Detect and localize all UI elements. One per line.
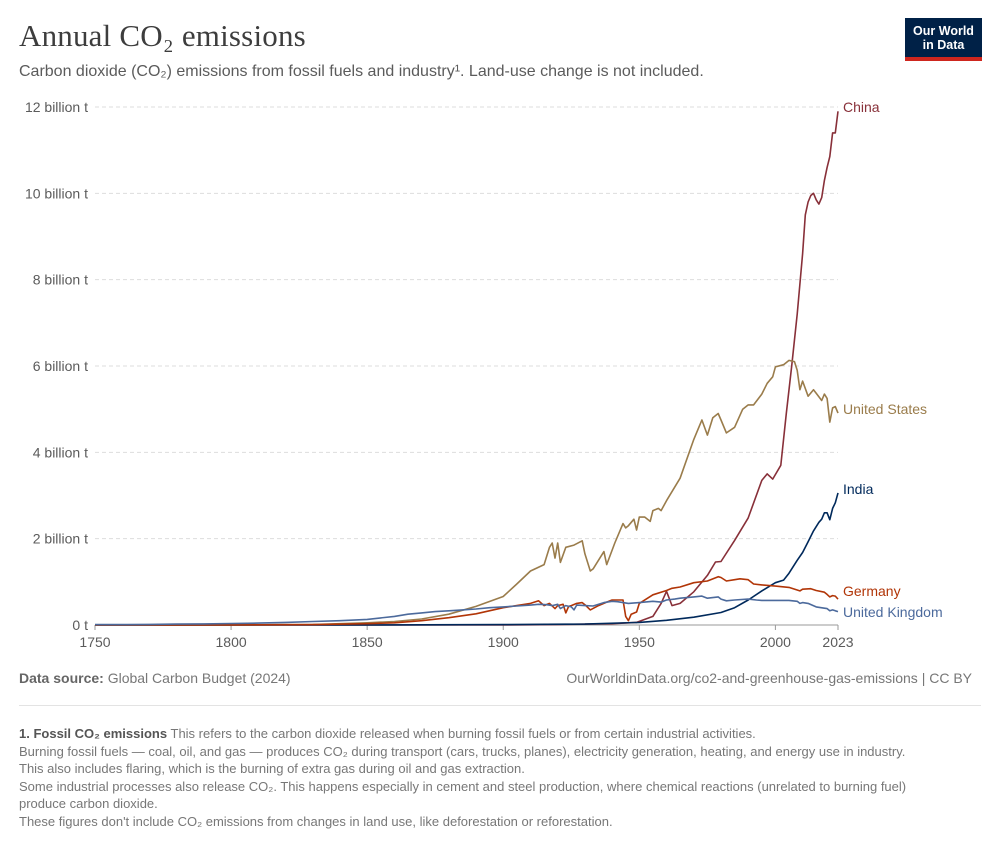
x-tick-label: 2023 bbox=[822, 634, 853, 650]
series-line-china[interactable] bbox=[95, 111, 839, 626]
series-label-china[interactable]: China bbox=[843, 99, 880, 115]
data-source: Data source: Global Carbon Budget (2024) bbox=[19, 670, 291, 686]
divider bbox=[19, 705, 981, 706]
line-chart: 0 t 2 billion t 4 billion t 6 billion t 8 bi… bbox=[25, 99, 943, 650]
logo-line-2: in Data bbox=[922, 38, 965, 52]
x-tick-label: 1850 bbox=[352, 634, 383, 650]
series-labels: China United States India Germany United Kin… bbox=[843, 99, 943, 620]
y-tick-label: 10 billion t bbox=[25, 185, 88, 201]
chart-title: Annual CO₂ emissions bbox=[19, 18, 306, 53]
gridlines bbox=[95, 106, 838, 540]
footnote-line-1: 1. Fossil CO₂ emissions This refers to t… bbox=[19, 725, 919, 743]
series-label-united-states[interactable]: United States bbox=[843, 401, 927, 417]
footnote-line-4: These figures don't include CO₂ emission… bbox=[19, 813, 613, 829]
footnote-heading: 1. Fossil CO₂ emissions bbox=[19, 726, 168, 741]
footnote: 1. Fossil CO₂ emissions This refers to t… bbox=[19, 725, 919, 830]
series-label-united-kingdom[interactable]: United Kingdom bbox=[843, 604, 943, 620]
x-tick-label: 2000 bbox=[760, 634, 791, 650]
x-axis: 1750 1800 1850 1900 1950 2000 2023 bbox=[79, 624, 854, 650]
series-label-germany[interactable]: Germany bbox=[843, 583, 901, 599]
y-axis: 0 t 2 billion t 4 billion t 6 billion t 8 bi… bbox=[25, 99, 88, 633]
y-tick-label: 6 billion t bbox=[33, 358, 88, 374]
x-tick-label: 1750 bbox=[79, 634, 110, 650]
x-tick-label: 1800 bbox=[216, 634, 247, 650]
y-tick-label: 12 billion t bbox=[25, 99, 88, 115]
footnote-line-3: Some industrial processes also release C… bbox=[19, 778, 907, 812]
y-tick-label: 0 t bbox=[72, 617, 88, 633]
series-line-india[interactable] bbox=[95, 492, 839, 626]
y-tick-label: 4 billion t bbox=[33, 444, 88, 460]
chart-subtitle: Carbon dioxide (CO₂) emissions from foss… bbox=[19, 63, 704, 80]
owid-logo[interactable]: Our World in Data bbox=[905, 18, 982, 61]
footnote-line-2: Burning fossil fuels — coal, oil, and ga… bbox=[19, 743, 906, 777]
x-tick-label: 1900 bbox=[488, 634, 519, 650]
data-source-label: Data source: bbox=[19, 670, 104, 686]
series-line-united-states[interactable] bbox=[94, 359, 839, 626]
y-tick-label: 8 billion t bbox=[33, 272, 88, 288]
y-tick-label: 2 billion t bbox=[33, 531, 88, 547]
series-lines bbox=[94, 111, 839, 626]
series-line-united-kingdom[interactable] bbox=[95, 595, 839, 626]
series-label-india[interactable]: India bbox=[843, 481, 874, 497]
logo-line-1: Our World bbox=[913, 24, 974, 38]
footnote-text-1: This refers to the carbon dioxide releas… bbox=[170, 726, 756, 741]
x-tick-label: 1950 bbox=[624, 634, 655, 650]
series-line-germany[interactable] bbox=[94, 575, 839, 626]
source-url-link[interactable]: OurWorldinData.org/co2-and-greenhouse-ga… bbox=[566, 670, 972, 686]
data-source-value: Global Carbon Budget (2024) bbox=[107, 670, 291, 686]
